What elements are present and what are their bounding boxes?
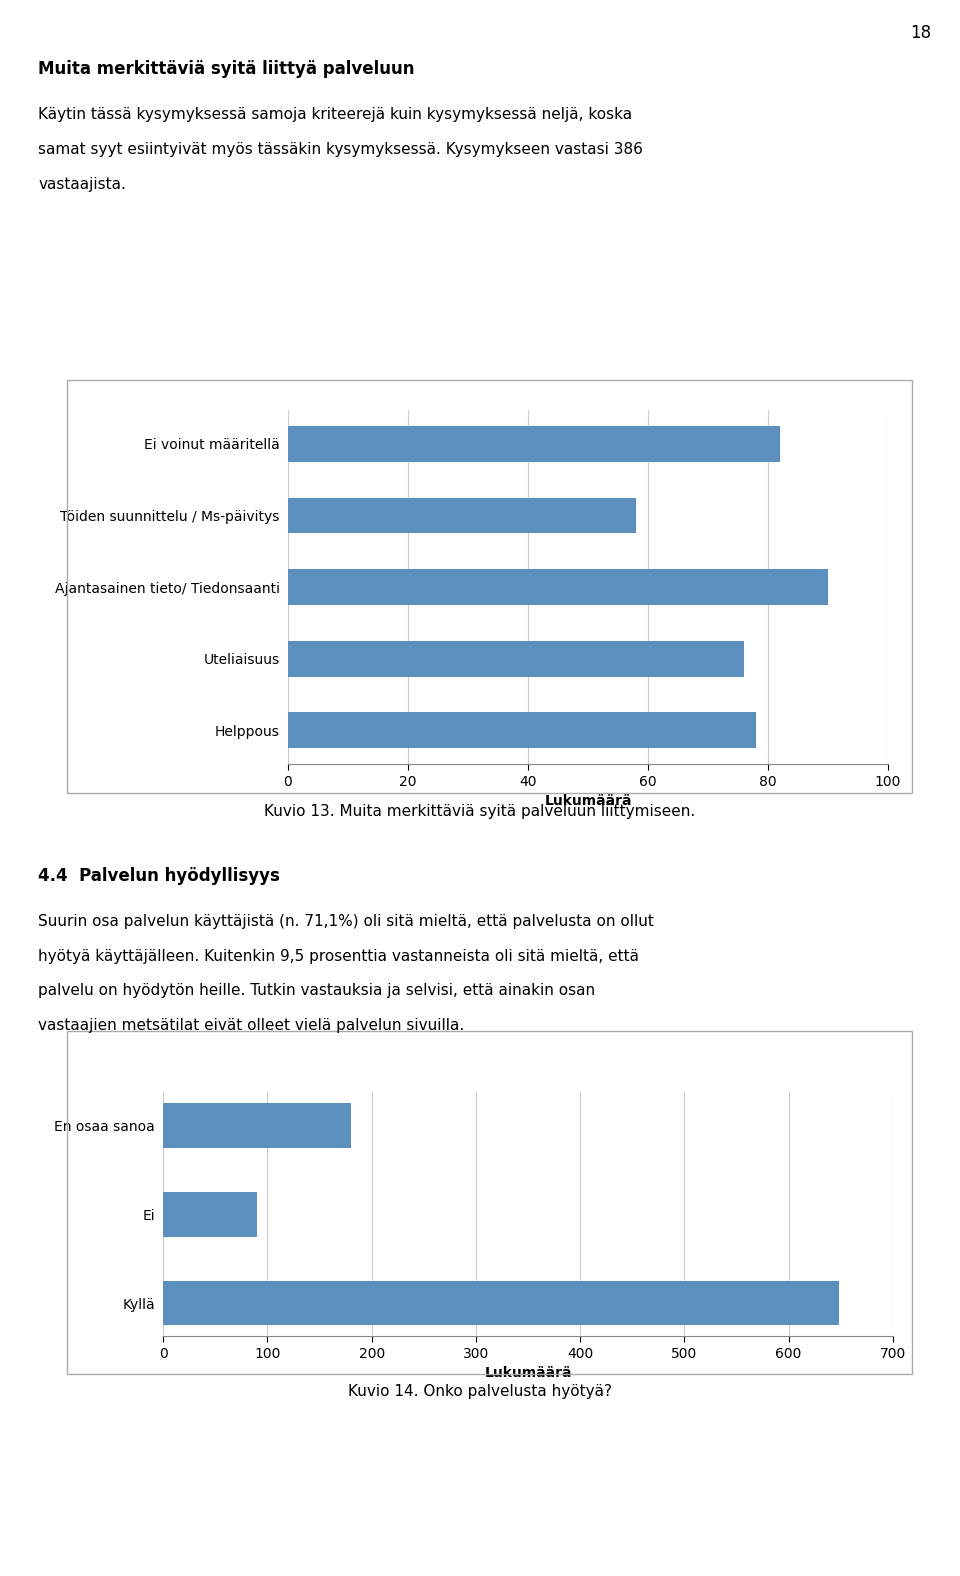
Text: vastaajien metsätilat eivät olleet vielä palvelun sivuilla.: vastaajien metsätilat eivät olleet vielä…: [38, 1018, 465, 1034]
Text: vastaajista.: vastaajista.: [38, 177, 127, 192]
Text: Muita merkittäviä syitä liittyä palveluun: Muita merkittäviä syitä liittyä palveluu…: [38, 60, 415, 77]
Bar: [288, 641, 744, 676]
Text: 18: 18: [910, 24, 931, 41]
Bar: [163, 1281, 839, 1325]
Text: Kuvio 14. Onko palvelusta hyötyä?: Kuvio 14. Onko palvelusta hyötyä?: [348, 1384, 612, 1399]
Bar: [163, 1103, 350, 1147]
Text: 4.4  Palvelun hyödyllisyys: 4.4 Palvelun hyödyllisyys: [38, 867, 280, 884]
Bar: [163, 1191, 257, 1237]
Bar: [288, 569, 828, 605]
Bar: [288, 712, 756, 749]
X-axis label: Lukumäärä: Lukumäärä: [544, 794, 632, 808]
Text: samat syyt esiintyivät myös tässäkin kysymyksessä. Kysymykseen vastasi 386: samat syyt esiintyivät myös tässäkin kys…: [38, 142, 643, 158]
Text: Kuvio 13. Muita merkittäviä syitä palveluun liittymiseen.: Kuvio 13. Muita merkittäviä syitä palvel…: [264, 804, 696, 820]
Bar: [288, 426, 780, 462]
Text: Suurin osa palvelun käyttäjistä (n. 71,1%) oli sitä mieltä, että palvelusta on o: Suurin osa palvelun käyttäjistä (n. 71,1…: [38, 914, 655, 930]
X-axis label: Lukumäärä: Lukumäärä: [484, 1366, 572, 1381]
Bar: [288, 498, 636, 533]
Text: palvelu on hyödytön heille. Tutkin vastauksia ja selvisi, että ainakin osan: palvelu on hyödytön heille. Tutkin vasta…: [38, 983, 595, 999]
Text: hyötyä käyttäjälleen. Kuitenkin 9,5 prosenttia vastanneista oli sitä mieltä, ett: hyötyä käyttäjälleen. Kuitenkin 9,5 pros…: [38, 949, 639, 965]
Text: Käytin tässä kysymyksessä samoja kriteerejä kuin kysymyksessä neljä, koska: Käytin tässä kysymyksessä samoja kriteer…: [38, 107, 633, 123]
